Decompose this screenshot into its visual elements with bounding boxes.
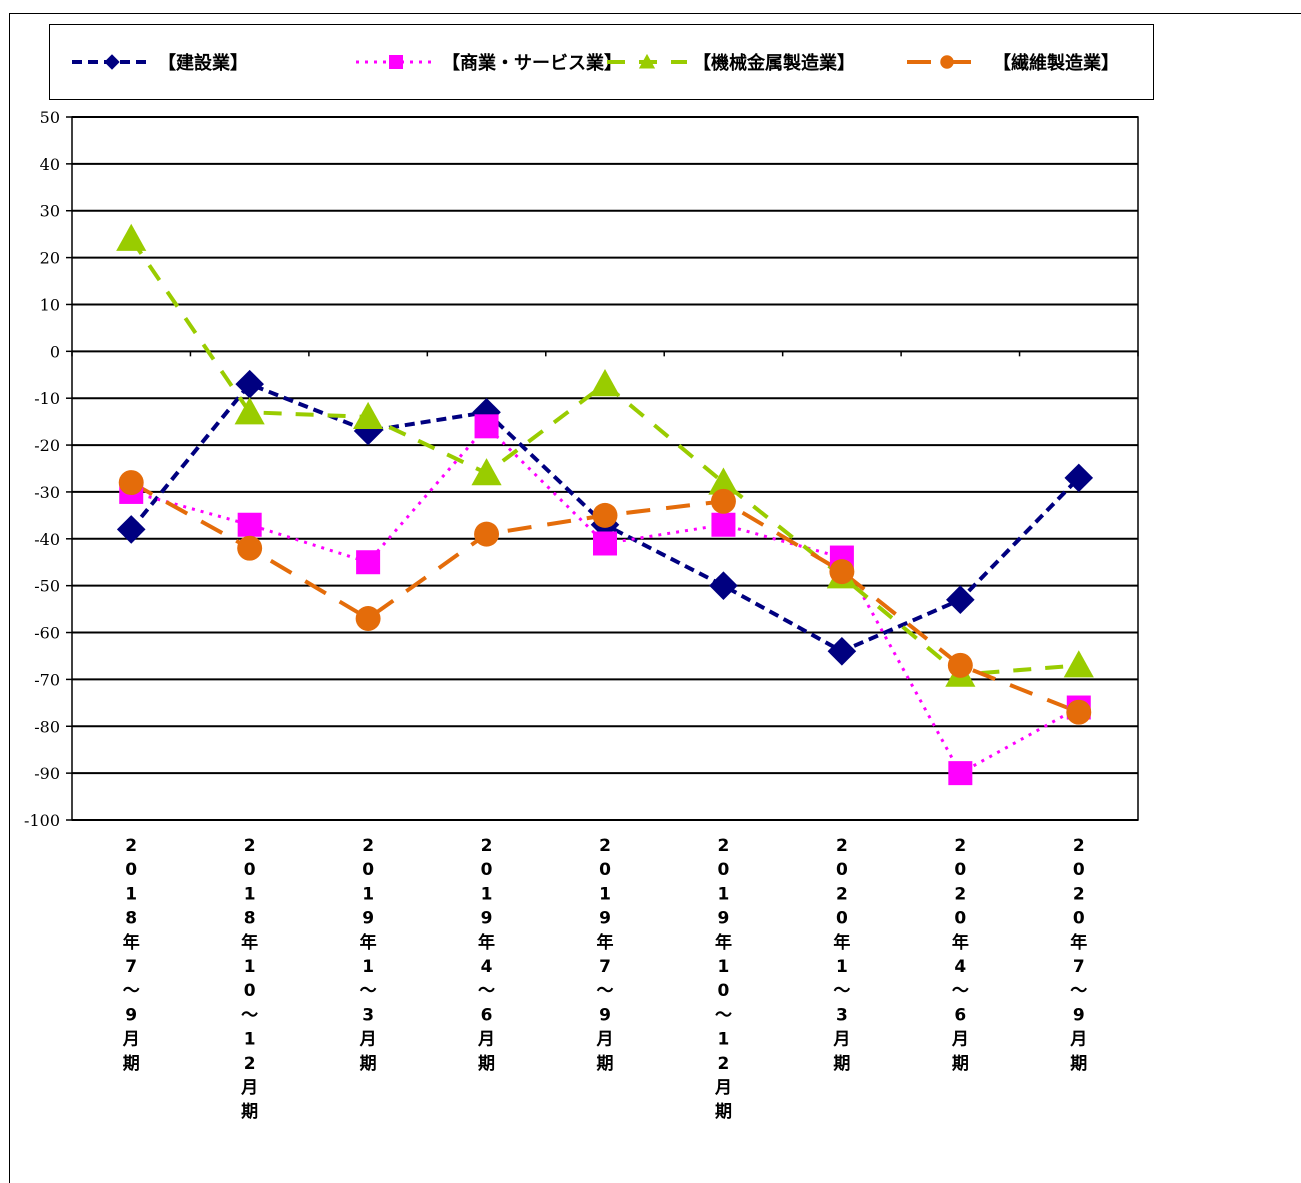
data-point bbox=[474, 414, 499, 439]
data-point bbox=[829, 559, 855, 585]
x-tick-label: 2 0 2 0 年 4 ～ 6 月期 bbox=[951, 836, 969, 1074]
y-tick-label: 10 bbox=[40, 295, 60, 314]
y-tick-label: -90 bbox=[34, 764, 60, 783]
x-tick-label: 2 0 1 9 年 4 ～ 6 月期 bbox=[477, 836, 495, 1074]
y-tick-label: 30 bbox=[40, 202, 60, 221]
data-point bbox=[353, 401, 384, 430]
legend-marker bbox=[940, 55, 954, 69]
y-tick-label: -10 bbox=[34, 389, 60, 408]
data-point bbox=[116, 223, 147, 251]
plot-area bbox=[71, 116, 1139, 821]
data-point bbox=[237, 512, 262, 537]
x-tick-label: 2 0 1 8 年 7 ～ 9 月期 bbox=[122, 836, 140, 1074]
data-point bbox=[710, 488, 736, 514]
legend-label: 【機械金属製造業】 bbox=[693, 52, 855, 74]
y-tick-label: -30 bbox=[34, 483, 60, 502]
data-point bbox=[708, 467, 739, 495]
x-tick-label: 2 0 1 9 年 1 0 ～ 1 2 月期 bbox=[714, 836, 732, 1122]
y-tick-label: 40 bbox=[40, 155, 60, 174]
data-point bbox=[471, 458, 502, 486]
x-tick-label: 2 0 1 9 年 1 ～ 3 月期 bbox=[359, 836, 377, 1074]
legend-label: 【商業・サービス業】 bbox=[442, 52, 622, 74]
data-point bbox=[947, 652, 973, 678]
data-point bbox=[827, 636, 857, 666]
y-tick-label: -70 bbox=[34, 670, 60, 689]
data-point bbox=[237, 535, 263, 561]
legend-svg: 【建設業】 【商業・サービス業】 【機械金属製造業】 【繊維製造業】 bbox=[72, 52, 1119, 74]
series-line-2 bbox=[130, 424, 1080, 776]
x-tick-label: 2 0 1 9 年 7 ～ 9 月期 bbox=[596, 836, 614, 1074]
legend-marker bbox=[638, 53, 656, 69]
data-point bbox=[711, 512, 736, 537]
y-tick-label: 0 bbox=[50, 342, 60, 361]
y-tick-label: 50 bbox=[40, 108, 60, 127]
y-tick-label: -50 bbox=[34, 577, 60, 596]
data-point bbox=[948, 761, 973, 786]
data-point bbox=[116, 515, 146, 544]
y-tick-label: -80 bbox=[34, 717, 60, 736]
y-tick-label: -60 bbox=[34, 624, 60, 643]
y-tick-label: -100 bbox=[24, 811, 60, 830]
legend-marker bbox=[104, 54, 120, 70]
x-tick-label: 2 0 1 8 年 1 0 ～ 1 2 月期 bbox=[240, 836, 258, 1122]
x-tick-label: 2 0 2 0 年 1 ～ 3 月期 bbox=[832, 836, 850, 1074]
legend-marker bbox=[389, 55, 403, 69]
data-point bbox=[1063, 650, 1094, 678]
y-tick-label: 20 bbox=[40, 249, 60, 268]
x-tick-label: 2 0 2 0 年 7 ～ 9 月期 bbox=[1069, 836, 1087, 1074]
data-point bbox=[234, 397, 265, 425]
chart-frame bbox=[9, 13, 1301, 1183]
data-point bbox=[1066, 699, 1092, 725]
data-point bbox=[589, 369, 621, 397]
data-point bbox=[474, 521, 500, 547]
y-tick-label: -40 bbox=[34, 530, 60, 549]
data-point bbox=[1064, 463, 1094, 493]
data-point bbox=[592, 502, 618, 528]
data-point bbox=[709, 571, 738, 600]
chart-legend: 【建設業】 【商業・サービス業】 【機械金属製造業】 【繊維製造業】 bbox=[49, 24, 1154, 100]
data-point bbox=[593, 531, 617, 556]
data-point bbox=[356, 550, 381, 575]
legend-label: 【繊維製造業】 bbox=[993, 52, 1119, 74]
data-point bbox=[946, 585, 975, 615]
data-point bbox=[355, 605, 381, 631]
y-tick-label: -20 bbox=[34, 436, 60, 455]
data-point bbox=[235, 369, 264, 399]
data-point bbox=[118, 470, 144, 496]
legend-label: 【建設業】 bbox=[158, 52, 248, 74]
